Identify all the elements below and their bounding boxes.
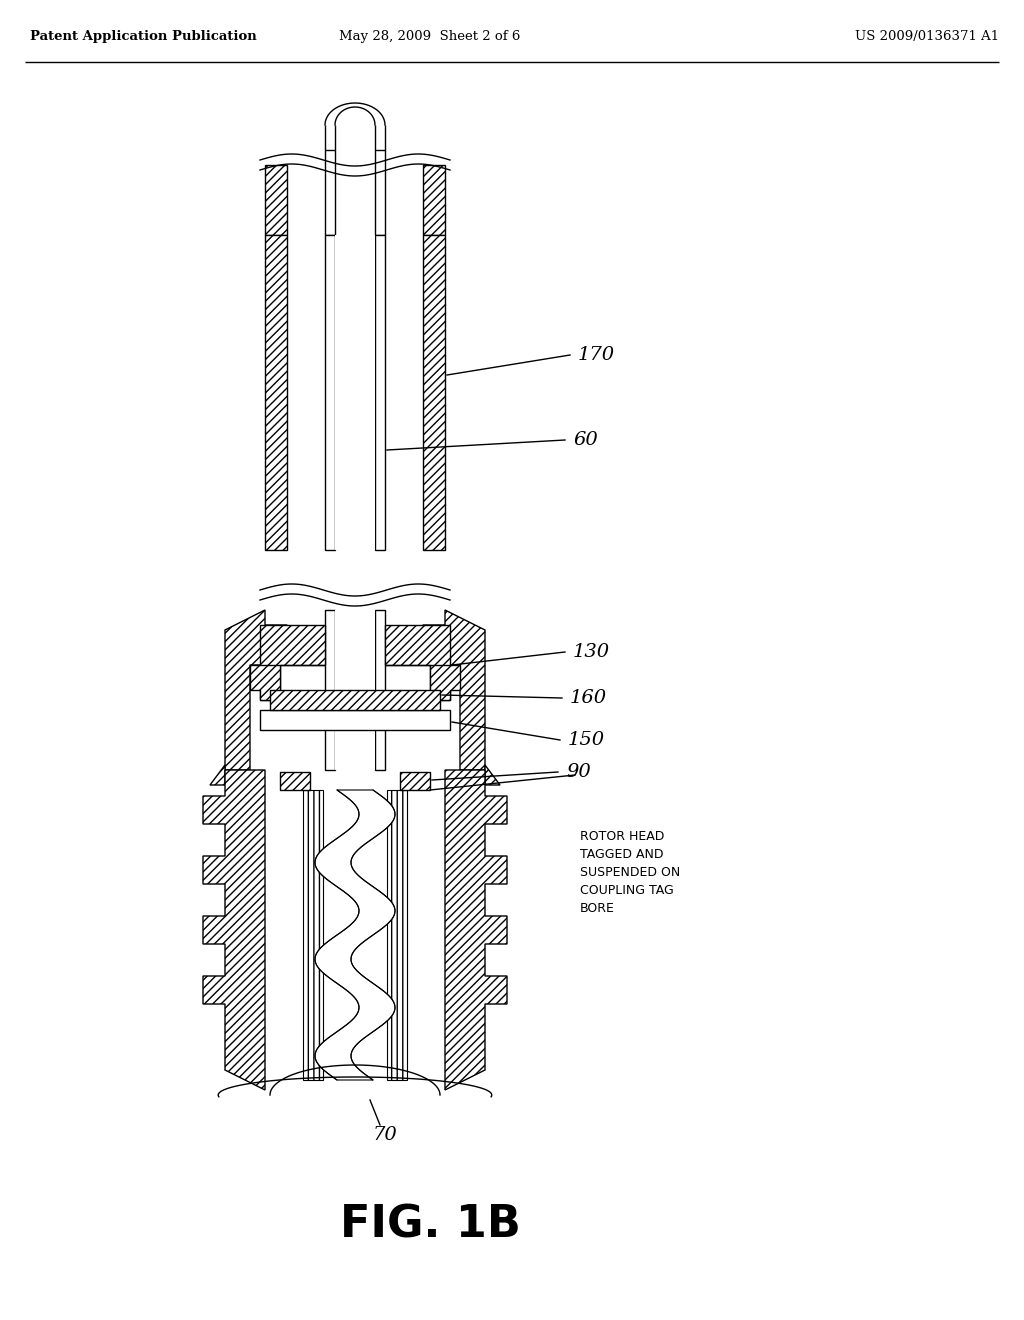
Text: May 28, 2009  Sheet 2 of 6: May 28, 2009 Sheet 2 of 6: [339, 30, 521, 44]
Polygon shape: [325, 610, 335, 770]
Polygon shape: [265, 235, 287, 550]
Text: US 2009/0136371 A1: US 2009/0136371 A1: [855, 30, 999, 44]
Polygon shape: [260, 710, 450, 730]
Polygon shape: [250, 665, 280, 700]
Polygon shape: [315, 789, 395, 1080]
Polygon shape: [325, 150, 335, 235]
Polygon shape: [485, 766, 500, 785]
Polygon shape: [445, 770, 507, 1090]
Polygon shape: [335, 235, 375, 550]
Polygon shape: [260, 624, 325, 700]
Polygon shape: [280, 772, 310, 789]
Text: 60: 60: [573, 432, 598, 449]
Text: 90: 90: [566, 763, 591, 781]
Text: 160: 160: [570, 689, 607, 708]
Polygon shape: [423, 165, 445, 235]
Polygon shape: [375, 235, 385, 550]
Polygon shape: [303, 789, 323, 1080]
Polygon shape: [387, 789, 407, 1080]
Polygon shape: [423, 610, 485, 770]
Polygon shape: [225, 610, 287, 770]
Polygon shape: [210, 766, 225, 785]
Polygon shape: [270, 690, 440, 710]
Polygon shape: [430, 665, 460, 700]
Text: 150: 150: [568, 731, 605, 748]
Text: Patent Application Publication: Patent Application Publication: [30, 30, 257, 44]
Polygon shape: [335, 610, 375, 770]
Text: 170: 170: [578, 346, 615, 364]
Polygon shape: [325, 235, 335, 550]
Text: 130: 130: [573, 643, 610, 661]
Polygon shape: [375, 610, 385, 770]
Text: ROTOR HEAD
TAGGED AND
SUSPENDED ON
COUPLING TAG
BORE: ROTOR HEAD TAGGED AND SUSPENDED ON COUPL…: [580, 830, 680, 915]
Text: 70: 70: [373, 1126, 397, 1144]
Polygon shape: [385, 624, 450, 700]
Polygon shape: [203, 770, 265, 1090]
Text: FIG. 1B: FIG. 1B: [340, 1204, 520, 1246]
Polygon shape: [400, 772, 430, 789]
Polygon shape: [375, 150, 385, 235]
Polygon shape: [423, 235, 445, 550]
Polygon shape: [265, 165, 287, 235]
